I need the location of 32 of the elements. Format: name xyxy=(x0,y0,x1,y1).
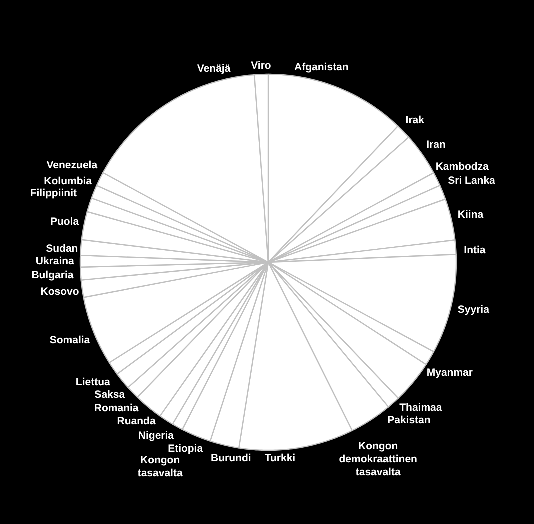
slice-label: Irak xyxy=(406,114,425,127)
slice-label: Ukraina xyxy=(36,255,75,268)
slice-label: Thaimaa xyxy=(400,402,442,414)
slice-label: Sri Lanka xyxy=(448,174,496,187)
slice-label: Romania xyxy=(94,402,139,414)
slice-label: Kongon tasavalta xyxy=(138,454,183,480)
slice-label: Afganistan xyxy=(294,62,349,74)
slice-label: Somalia xyxy=(50,334,90,347)
slice-label: Puola xyxy=(50,216,80,228)
slice-label: Syyria xyxy=(458,304,490,316)
slice-label: Venezuela xyxy=(46,159,98,172)
slice-label: Liettua xyxy=(76,376,110,388)
slice-label: Kolumbia xyxy=(44,175,92,188)
slice-label: Kiina xyxy=(458,209,484,222)
slice-label: Etiopia xyxy=(168,442,204,455)
slice-label: Ruanda xyxy=(117,416,156,428)
slice-label: Kongon demokraattinen tasavalta xyxy=(339,440,418,479)
slice-label: Pakistan xyxy=(388,414,431,426)
slice-label: Venäjä xyxy=(197,62,231,75)
slice-label: Sudan xyxy=(46,242,78,255)
slice-label: Saksa xyxy=(94,389,126,402)
slice-label: Iran xyxy=(426,138,446,151)
slice-label: Kosovo xyxy=(40,286,80,298)
slice-label: Turkki xyxy=(264,452,296,465)
slice-label: Viro xyxy=(251,60,272,72)
slice-label: Myanmar xyxy=(426,367,473,380)
slice-label: Filippiinit xyxy=(30,188,78,200)
slice-label: Intia xyxy=(464,244,486,257)
slice-label: Kambodza xyxy=(436,160,490,173)
slice-label: Nigeria xyxy=(138,430,174,442)
slice-label: Burundi xyxy=(211,452,252,464)
slice-label: Bulgaria xyxy=(32,270,74,282)
